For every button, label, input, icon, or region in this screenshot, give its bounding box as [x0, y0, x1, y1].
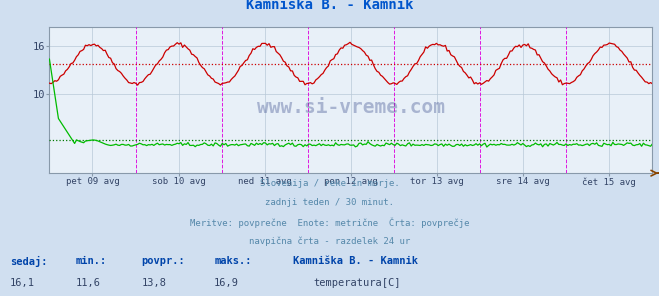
Text: www.si-vreme.com: www.si-vreme.com — [257, 98, 445, 117]
Text: Slovenija / reke in morje.: Slovenija / reke in morje. — [260, 179, 399, 188]
Text: Kamniška B. - Kamnik: Kamniška B. - Kamnik — [246, 0, 413, 12]
Text: 16,1: 16,1 — [10, 278, 35, 288]
Text: temperatura[C]: temperatura[C] — [313, 278, 401, 288]
Text: 16,9: 16,9 — [214, 278, 239, 288]
Text: Meritve: povprečne  Enote: metrične  Črta: povprečje: Meritve: povprečne Enote: metrične Črta:… — [190, 218, 469, 228]
Text: zadnji teden / 30 minut.: zadnji teden / 30 minut. — [265, 198, 394, 207]
Text: sedaj:: sedaj: — [10, 256, 47, 267]
Text: 11,6: 11,6 — [76, 278, 101, 288]
Text: Kamniška B. - Kamnik: Kamniška B. - Kamnik — [293, 256, 418, 266]
Text: 13,8: 13,8 — [142, 278, 167, 288]
Text: povpr.:: povpr.: — [142, 256, 185, 266]
Text: min.:: min.: — [76, 256, 107, 266]
Text: maks.:: maks.: — [214, 256, 252, 266]
Text: navpična črta - razdelek 24 ur: navpična črta - razdelek 24 ur — [249, 237, 410, 246]
